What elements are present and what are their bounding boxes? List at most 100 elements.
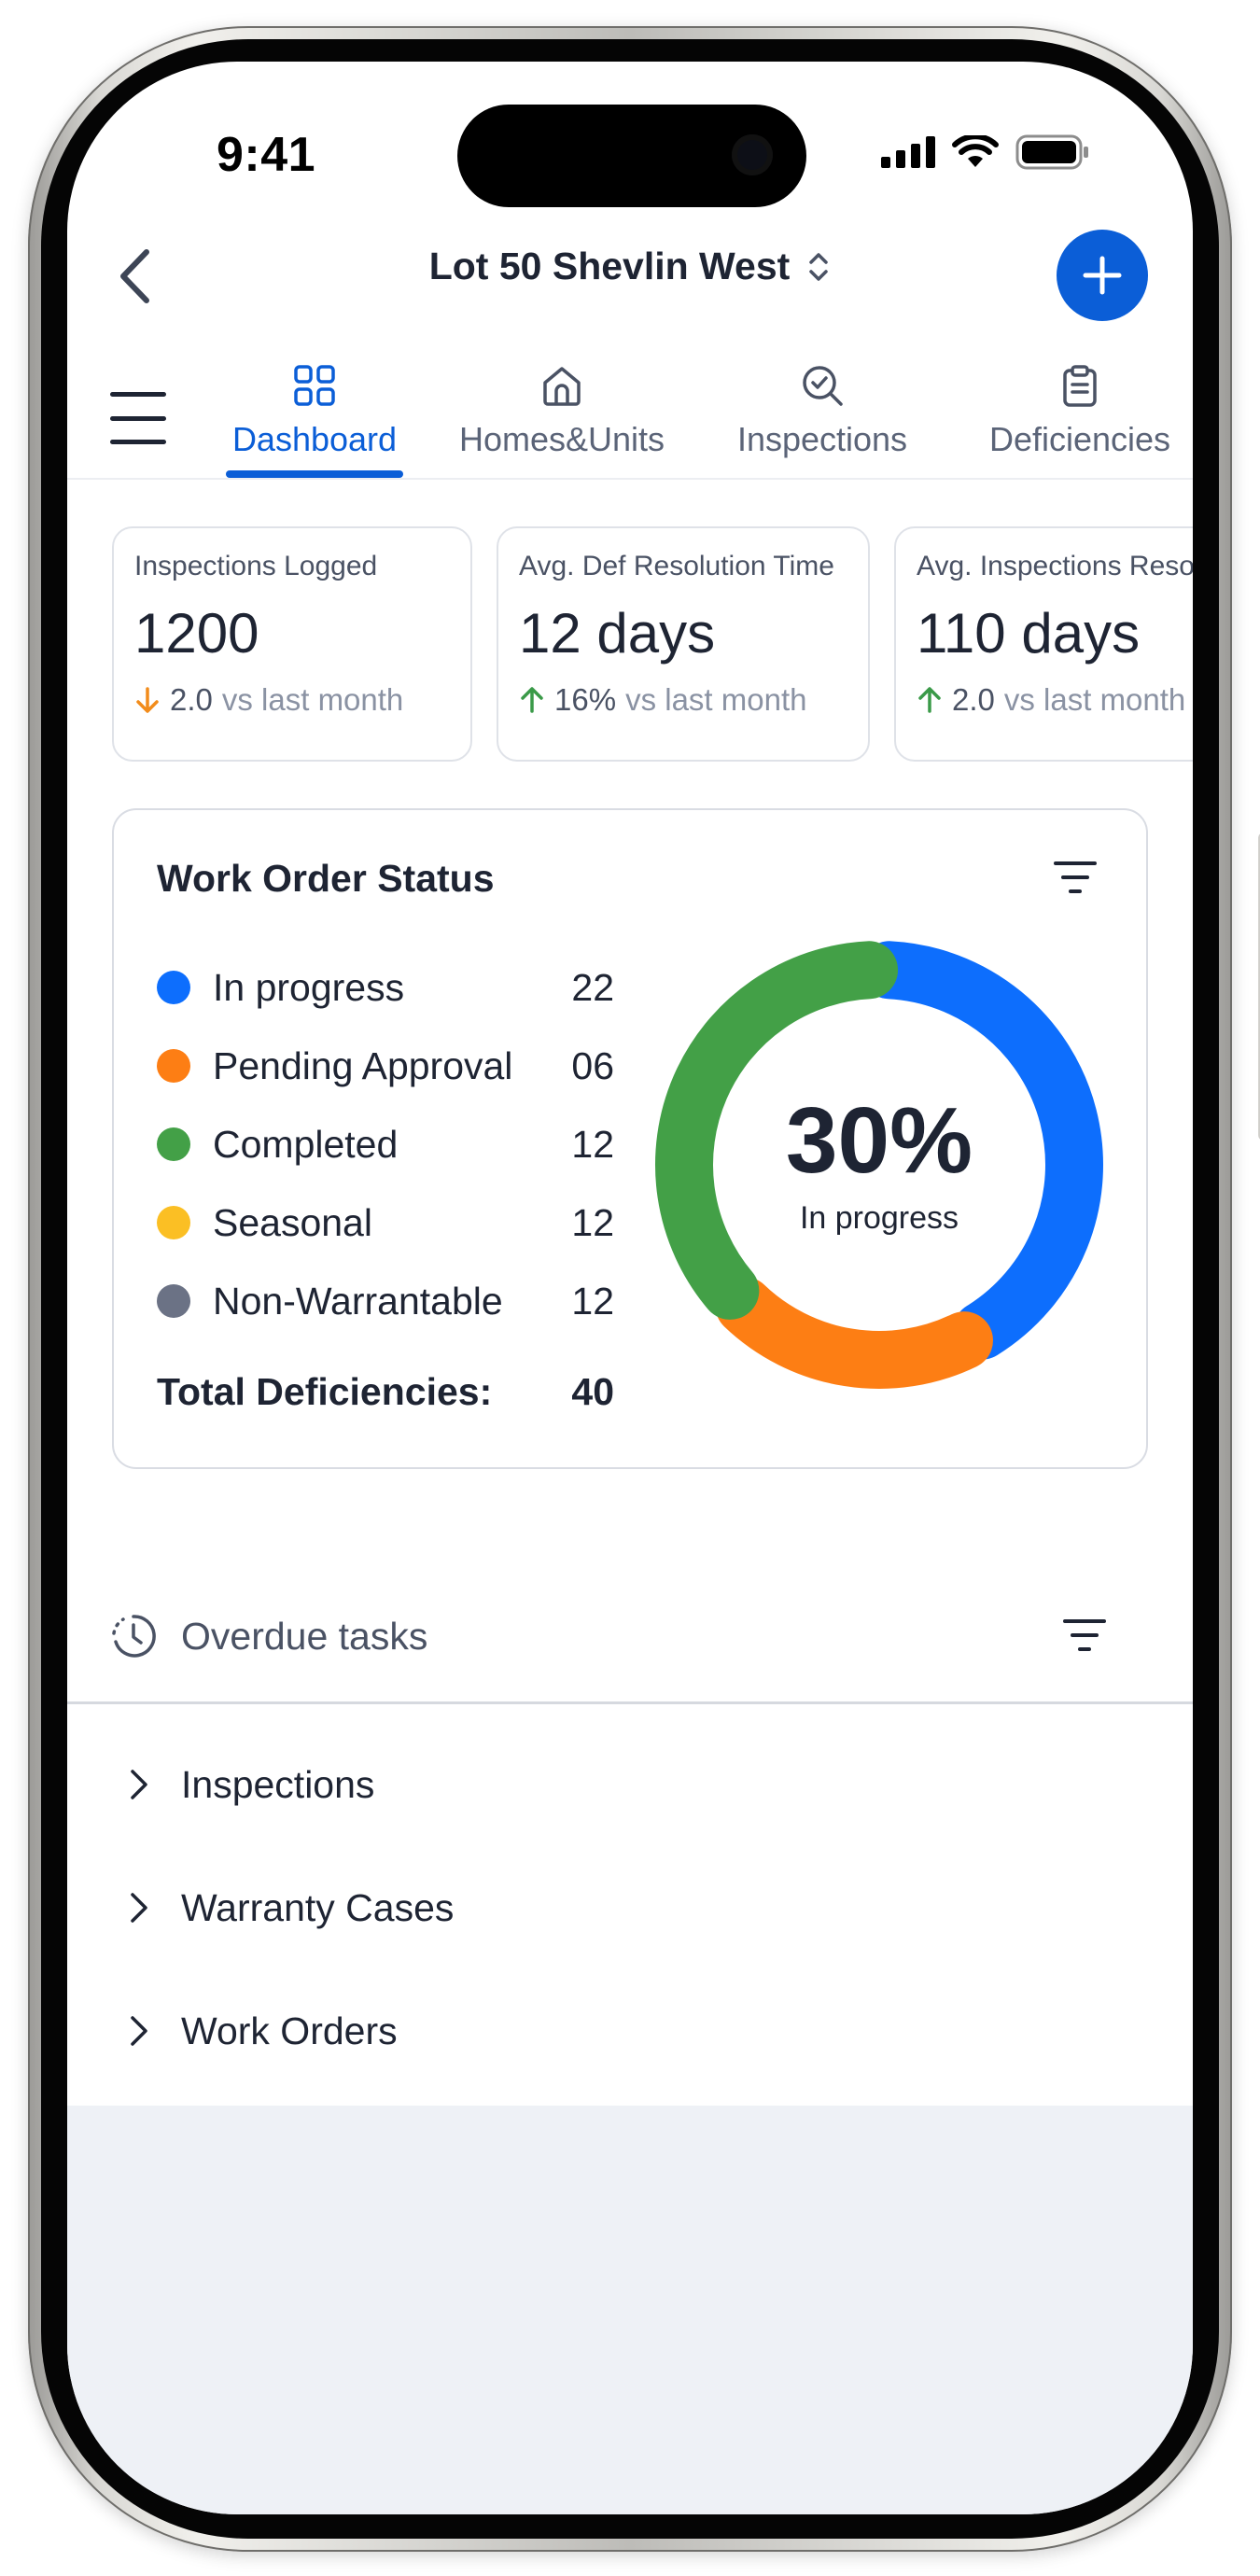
status-time: 9:41: [217, 128, 316, 182]
legend-item-seasonal: Seasonal 12: [157, 1183, 614, 1262]
tab-label: Homes&Units: [458, 420, 665, 458]
arrow-down-icon: [136, 687, 159, 713]
clipboard-icon: [1063, 365, 1097, 407]
overdue-tasks-header: Overdue tasks: [67, 1575, 1193, 1704]
legend-label: Non-Warrantable: [213, 1279, 503, 1323]
overdue-item-label: Warranty Cases: [181, 1885, 455, 1929]
stat-label: Inspections Logged: [134, 551, 378, 581]
stat-value: 12 days: [519, 602, 716, 665]
legend-dot: [157, 1206, 190, 1239]
filter-icon: [1063, 1619, 1106, 1651]
stat-change-value: 16%: [554, 682, 617, 717]
legend-dot: [157, 1127, 190, 1161]
donut-center: 30% In progress: [646, 931, 1113, 1398]
tab-label: Dashboard: [231, 420, 398, 458]
stat-card-inspections-logged[interactable]: Inspections Logged 1200 2.0 vs last mont…: [112, 526, 472, 762]
status-donut-chart: [655, 941, 1103, 1389]
stats-carousel[interactable]: Inspections Logged 1200 2.0 vs last mont…: [112, 526, 1193, 767]
legend-count: 06: [571, 1043, 614, 1087]
stat-card-avg-def-resolution[interactable]: Avg. Def Resolution Time 12 days 16% vs …: [497, 526, 870, 762]
overdue-item-label: Inspections: [181, 1762, 375, 1806]
overdue-item-work-orders[interactable]: Work Orders: [67, 1969, 1193, 2093]
legend-dot: [157, 971, 190, 1004]
legend-label: Seasonal: [213, 1200, 372, 1244]
card-title: Work Order Status: [157, 857, 495, 900]
dynamic-island: [457, 105, 806, 207]
donut-percentage: 30%: [785, 1087, 973, 1193]
overdue-item-inspections[interactable]: Inspections: [67, 1723, 1193, 1846]
power-button: [1258, 833, 1260, 1141]
stat-value: 1200: [134, 602, 259, 665]
chevron-right-icon: [116, 2008, 162, 2054]
stat-change-suffix: vs last month: [221, 682, 404, 717]
add-button[interactable]: [1057, 230, 1148, 321]
clock-icon: [112, 1615, 156, 1658]
chevron-right-icon: [116, 1884, 162, 1931]
battery-icon: [1015, 134, 1088, 170]
overdue-task-list: Inspections Warranty Cases Work Orders: [67, 1723, 1193, 2093]
filter-icon: [1054, 861, 1097, 893]
stat-value: 110 days: [917, 602, 1141, 665]
app-screen: 9:41 Lot 50 Shevlin West: [67, 62, 1193, 2514]
donut-segment-pending-approval: [715, 1276, 993, 1389]
tab-label: Inspections: [736, 420, 908, 458]
chevron-right-icon: [116, 1761, 162, 1808]
dashboard-grid-icon: [294, 365, 335, 406]
legend-label: Pending Approval: [213, 1043, 513, 1087]
overdue-item-warranty-cases[interactable]: Warranty Cases: [67, 1846, 1193, 1969]
stat-change-suffix: vs last month: [625, 682, 807, 717]
overdue-filter-button[interactable]: [1057, 1607, 1113, 1663]
legend-label: Completed: [213, 1122, 399, 1166]
wifi-icon: [952, 135, 999, 167]
legend-dot: [157, 1284, 190, 1318]
stat-card-avg-inspections-resolution[interactable]: Avg. Inspections Resolution Time 110 day…: [894, 526, 1193, 762]
overdue-item-label: Work Orders: [181, 2009, 398, 2052]
stat-label: Avg. Inspections Resolution Time: [917, 551, 1193, 581]
legend-item-in-progress: In progress 22: [157, 948, 614, 1027]
tab-homes-units[interactable]: Homes&Units: [445, 360, 679, 480]
legend-count: 12: [571, 1200, 614, 1244]
stat-change-value: 2.0: [170, 682, 213, 717]
total-value: 40: [571, 1370, 614, 1413]
tab-dashboard[interactable]: Dashboard: [217, 360, 413, 480]
arrow-up-icon: [521, 687, 543, 713]
project-switcher[interactable]: Lot 50 Shevlin West: [67, 245, 1193, 288]
tab-inspections[interactable]: Inspections: [715, 360, 930, 480]
stat-change: 16% vs last month: [519, 682, 847, 718]
menu-button[interactable]: [110, 392, 166, 444]
search-check-icon: [803, 366, 843, 406]
plus-icon: [1083, 256, 1122, 295]
chevron-left-icon: [120, 249, 149, 303]
chevron-up-down-icon: [809, 252, 829, 281]
cellular-signal-icon: [881, 136, 935, 168]
tab-bar: Dashboard Homes&Units Inspections: [67, 360, 1193, 480]
total-deficiencies: Total Deficiencies: 40: [157, 1370, 614, 1414]
donut-segment-in-progress: [860, 941, 1103, 1360]
legend-count: 22: [571, 965, 614, 1009]
legend-dot: [157, 1049, 190, 1083]
status-legend: In progress 22 Pending Approval 06 Compl…: [157, 948, 614, 1340]
stat-label: Avg. Def Resolution Time: [519, 551, 834, 581]
donut-label: In progress: [799, 1199, 959, 1236]
stat-change: 2.0 vs last month: [134, 682, 450, 718]
arrow-up-icon: [918, 687, 941, 713]
stat-change: 2.0 vs last month: [917, 682, 1193, 718]
active-tab-indicator: [226, 470, 403, 478]
total-label: Total Deficiencies:: [157, 1370, 493, 1413]
legend-count: 12: [571, 1279, 614, 1323]
tab-deficiencies[interactable]: Deficiencies: [963, 360, 1193, 480]
back-button[interactable]: [105, 239, 164, 314]
empty-background-area: [67, 2106, 1193, 2514]
stat-change-suffix: vs last month: [1003, 682, 1186, 717]
page-title: Lot 50 Shevlin West: [428, 245, 791, 287]
legend-item-non-warrantable: Non-Warrantable 12: [157, 1262, 614, 1340]
legend-item-pending-approval: Pending Approval 06: [157, 1027, 614, 1105]
legend-label: In progress: [213, 965, 405, 1009]
work-order-status-card: Work Order Status In progress 22 Pending…: [112, 808, 1148, 1469]
stat-change-value: 2.0: [952, 682, 995, 717]
filter-button[interactable]: [1047, 849, 1103, 905]
legend-item-completed: Completed 12: [157, 1105, 614, 1183]
overdue-tasks-title: Overdue tasks: [181, 1615, 428, 1658]
status-icons: [881, 134, 1090, 170]
tab-label: Deficiencies: [988, 420, 1171, 458]
